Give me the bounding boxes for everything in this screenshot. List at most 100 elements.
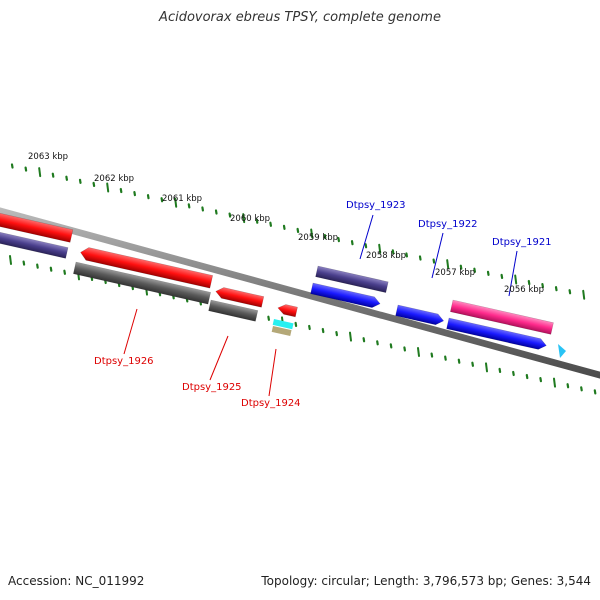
major-tick [378, 243, 382, 254]
kbp-label: 2058 kbp [366, 251, 406, 261]
major-tick [106, 182, 110, 193]
gene-dtpsy-1926 [73, 261, 211, 305]
gene-label: Dtpsy_1926 [94, 356, 154, 367]
minor-tick [24, 166, 28, 172]
leader-line [123, 308, 138, 355]
gene-features [0, 210, 566, 358]
minor-tick [119, 187, 123, 194]
cds-dtpsy-1923 [310, 282, 381, 308]
minor-tick [78, 178, 82, 184]
tick-marks-upper [10, 163, 586, 300]
minor-tick [403, 346, 406, 352]
minor-tick [525, 373, 529, 380]
minor-tick [214, 209, 218, 215]
minor-tick [65, 175, 69, 181]
minor-tick [527, 279, 531, 286]
minor-tick [459, 264, 463, 270]
minor-tick [228, 212, 232, 218]
cds-dtpsy-1925 [215, 287, 265, 308]
minor-tick [321, 327, 325, 334]
gene-dtpsy-1921-shape [450, 299, 554, 335]
minor-tick [389, 343, 393, 349]
minor-tick [350, 240, 354, 246]
minor-tick [335, 331, 338, 337]
minor-tick [51, 172, 55, 178]
minor-tick [296, 227, 300, 234]
minor-tick [337, 237, 340, 243]
kbp-label: 2061 kbp [162, 194, 202, 204]
minor-tick [267, 315, 270, 321]
major-tick [514, 274, 518, 285]
minor-tick [473, 267, 476, 273]
small-tan-feature [271, 326, 292, 337]
leader-line [209, 335, 229, 381]
cds-dtpsy-1925-shape [215, 287, 265, 308]
leader-line [359, 214, 374, 260]
minor-tick [376, 340, 379, 346]
gene-label: Dtpsy_1924 [241, 398, 301, 409]
major-tick [174, 197, 178, 208]
gene-label: Dtpsy_1925 [182, 382, 242, 393]
minor-tick [146, 194, 150, 200]
leader-line [268, 348, 277, 397]
gene-dtpsy-1926-shape [73, 261, 211, 305]
cds-dtpsy-1923-shape [310, 282, 381, 308]
leader-line [431, 232, 444, 279]
gene-feature-shape [0, 229, 69, 259]
minor-tick [63, 269, 67, 275]
kbp-tick-labels: 2063 kbp 2062 kbp 2061 kbp 2060 kbp 2059 kbp… [28, 152, 544, 295]
cds-feature-shape [0, 210, 74, 243]
major-tick [310, 228, 314, 239]
small-arrow-feature [558, 344, 566, 358]
minor-tick [405, 252, 408, 258]
kbp-label: 2063 kbp [28, 152, 68, 162]
minor-tick [308, 324, 311, 331]
minor-tick [593, 389, 597, 395]
minor-tick [133, 191, 136, 197]
minor-tick [364, 243, 368, 249]
minor-tick [541, 283, 545, 289]
minor-tick [566, 383, 570, 389]
major-tick [446, 259, 450, 270]
accession-text: Accession: NC_011992 [8, 574, 145, 588]
minor-tick [391, 249, 395, 255]
minor-tick [92, 181, 96, 188]
minor-tick [568, 289, 572, 295]
cds-dtpsy-1921 [446, 317, 547, 350]
kbp-label: 2060 kbp [230, 214, 270, 224]
gene-dtpsy-1925-shape [208, 299, 259, 322]
small-cyan-feature [272, 319, 294, 330]
minor-tick [432, 258, 436, 264]
minor-tick [269, 221, 272, 227]
gene-dtpsy-1921 [450, 299, 554, 335]
minor-tick [500, 273, 504, 280]
major-tick [38, 167, 42, 178]
major-tick [9, 255, 12, 265]
minor-tick [539, 377, 543, 383]
cds-dtpsy-1924 [277, 304, 298, 318]
minor-tick [580, 386, 583, 392]
minor-tick [255, 218, 259, 224]
minor-tick [362, 337, 366, 343]
minor-tick [471, 361, 474, 367]
gene-feature [0, 229, 69, 259]
minor-tick [22, 260, 26, 266]
minor-tick [187, 203, 191, 209]
minor-tick [201, 206, 204, 212]
gene-dtpsy-1925 [208, 299, 259, 322]
cds-dtpsy-1926 [80, 247, 214, 289]
label-leader-lines [123, 214, 518, 397]
minor-tick [554, 286, 558, 292]
gene-label: Dtpsy_1923 [346, 200, 406, 211]
minor-tick [323, 233, 327, 240]
cds-dtpsy-1926-shape [80, 247, 214, 289]
minor-tick [282, 224, 286, 230]
minor-tick [10, 163, 14, 169]
cds-dtpsy-1921-shape [446, 317, 547, 350]
major-tick [553, 377, 556, 388]
kbp-label: 2059 kbp [298, 233, 338, 243]
minor-tick [430, 352, 434, 358]
minor-tick [498, 367, 502, 374]
kbp-label: 2057 kbp [435, 268, 475, 278]
